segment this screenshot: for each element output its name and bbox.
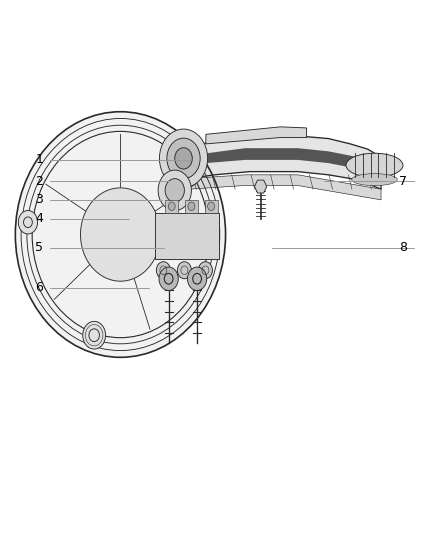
Circle shape: [175, 148, 192, 169]
Circle shape: [167, 138, 200, 179]
Polygon shape: [188, 175, 381, 200]
Polygon shape: [193, 148, 368, 172]
Circle shape: [158, 170, 191, 211]
Circle shape: [208, 202, 215, 211]
Circle shape: [177, 262, 191, 279]
Circle shape: [198, 262, 212, 279]
Ellipse shape: [81, 188, 160, 281]
Text: 7: 7: [399, 175, 407, 188]
Polygon shape: [188, 136, 381, 189]
Circle shape: [165, 179, 184, 202]
Bar: [155, 213, 219, 259]
Circle shape: [83, 321, 106, 349]
Circle shape: [188, 202, 195, 211]
Ellipse shape: [346, 154, 403, 177]
Text: 2: 2: [35, 175, 43, 188]
Bar: [165, 200, 178, 213]
Text: 6: 6: [35, 281, 43, 294]
Circle shape: [187, 267, 207, 290]
Text: 1: 1: [35, 154, 43, 166]
Text: 3: 3: [35, 193, 43, 206]
Circle shape: [159, 267, 178, 290]
Polygon shape: [206, 127, 307, 144]
Polygon shape: [254, 180, 267, 193]
Bar: [185, 200, 198, 213]
Circle shape: [18, 211, 38, 234]
Text: 5: 5: [35, 241, 43, 254]
Circle shape: [168, 202, 175, 211]
Ellipse shape: [15, 112, 226, 357]
Text: 8: 8: [399, 241, 407, 254]
Text: 4: 4: [35, 212, 43, 225]
Circle shape: [156, 262, 170, 279]
Ellipse shape: [352, 174, 397, 185]
Bar: [205, 200, 218, 213]
Circle shape: [159, 129, 208, 188]
